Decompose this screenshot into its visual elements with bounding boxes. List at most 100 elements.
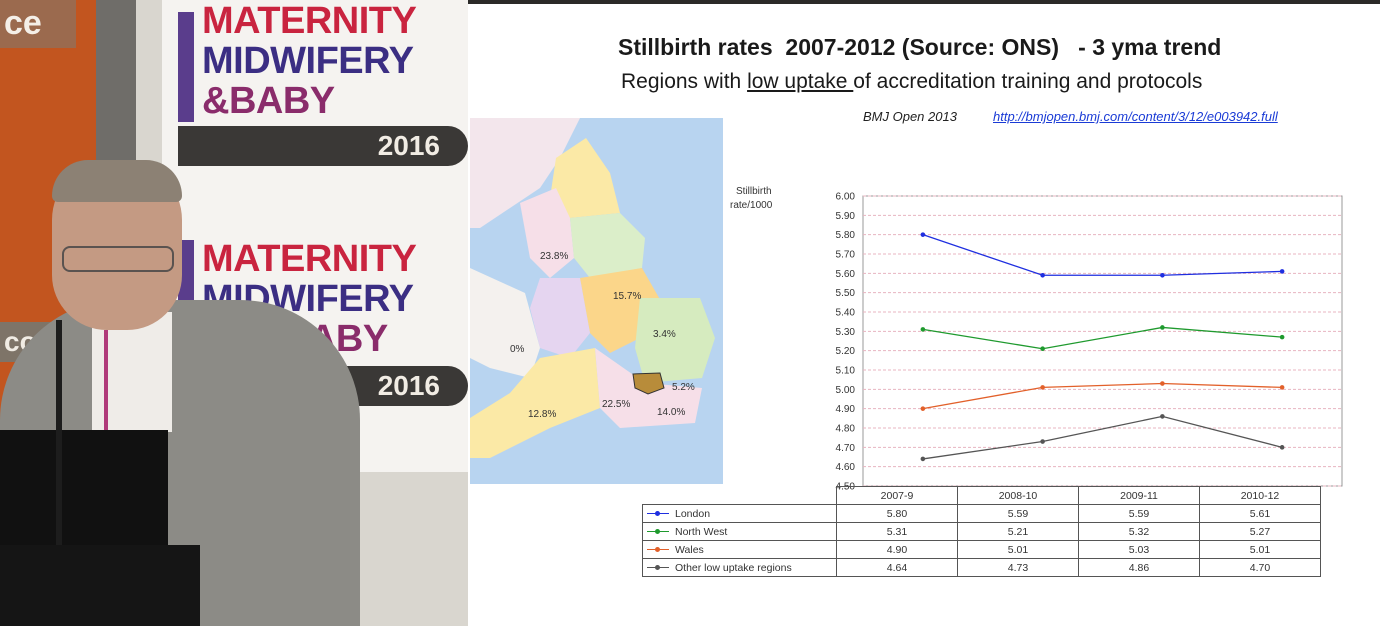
- banner-year: 2016: [178, 126, 468, 166]
- chart-data-table: 2007-9 2008-10 2009-11 2010-12 London 5.80 5.5…: [642, 486, 1321, 577]
- microphone-stand: [56, 320, 62, 620]
- banner-stripe: [178, 12, 194, 122]
- table-row: Wales 4.90 5.01 5.03 5.01: [642, 540, 1321, 559]
- map-label: 14.0%: [657, 407, 686, 418]
- legend-label: North West: [675, 525, 728, 538]
- x-tick-label: 2007-9: [836, 486, 958, 505]
- data-point: [920, 456, 926, 462]
- legend-label: Other low uptake regions: [675, 561, 792, 574]
- data-point: [1040, 439, 1045, 444]
- table-row: London 5.80 5.59 5.59 5.61: [642, 504, 1321, 523]
- y-tick-label: 4.70: [836, 443, 856, 454]
- y-tick-label: 5.40: [836, 308, 856, 319]
- citation-link[interactable]: http://bmjopen.bmj.com/content/3/12/e003…: [993, 109, 1278, 124]
- legend-label: London: [675, 507, 711, 520]
- subtitle-underlined: low uptake: [747, 70, 854, 93]
- map-region-south-west: [470, 348, 600, 458]
- table-row: North West 5.31 5.21 5.32 5.27: [642, 522, 1321, 541]
- map-region-east: [635, 298, 715, 383]
- data-label: 4.86: [1078, 558, 1200, 577]
- map-label: 0%: [510, 344, 525, 355]
- map-label: 22.5%: [602, 399, 631, 410]
- map-label: 3.4%: [653, 329, 676, 340]
- y-tick-label: 5.00: [836, 385, 856, 396]
- lectern: [0, 545, 200, 626]
- y-tick-label: 5.20: [836, 346, 856, 357]
- data-label: 5.32: [1078, 522, 1200, 541]
- y-tick-label: 5.70: [836, 250, 856, 261]
- legend-entry: Wales: [642, 540, 837, 559]
- data-point: [1279, 334, 1285, 340]
- y-tick-label: 4.90: [836, 404, 856, 415]
- data-point: [1279, 269, 1285, 274]
- x-tick-label: 2009-11: [1078, 486, 1200, 505]
- map-sea: [470, 458, 490, 484]
- backdrop-text-top: ce: [0, 0, 76, 48]
- event-banner-top: MATERNITY MIDWIFERY &BABY 2016: [162, 0, 468, 240]
- subtitle-post: of accreditation training and protocols: [853, 70, 1203, 93]
- map-region-scotland: [470, 118, 580, 228]
- legend-marker: [647, 509, 669, 519]
- legend-marker: [647, 563, 669, 573]
- subtitle-pre: Regions with: [621, 70, 748, 93]
- data-point: [1279, 445, 1285, 450]
- map-label: 5.2%: [672, 382, 695, 393]
- data-label: 5.01: [1199, 540, 1321, 559]
- map-label: 15.7%: [613, 291, 642, 302]
- data-label: 4.70: [1199, 558, 1321, 577]
- data-point: [920, 327, 926, 332]
- data-point: [1040, 346, 1045, 352]
- banner-line-baby: &BABY: [202, 80, 335, 122]
- presenter-glasses: [62, 246, 174, 272]
- data-label: 5.59: [1078, 504, 1200, 523]
- data-label: 4.90: [836, 540, 958, 559]
- map-region-wales: [470, 268, 540, 378]
- presenter-hair: [52, 160, 182, 202]
- map-region-north-west: [520, 188, 574, 278]
- legend-marker: [647, 527, 669, 537]
- series-line: [922, 382, 1283, 410]
- data-label: 4.73: [957, 558, 1079, 577]
- table-row: Other low uptake regions 4.64 4.73 4.86 4.70: [642, 558, 1321, 577]
- y-tick-label: 6.00: [836, 192, 856, 203]
- map-region-west-midlands: [530, 278, 590, 358]
- data-point: [920, 232, 926, 237]
- legend-marker: [647, 545, 669, 555]
- data-point: [1160, 414, 1165, 419]
- table-header-row: 2007-9 2008-10 2009-11 2010-12: [643, 486, 1321, 505]
- slide-title: Stillbirth rates 2007-2012 (Source: ONS)…: [618, 34, 1222, 60]
- data-label: 5.27: [1199, 522, 1321, 541]
- data-label: 5.31: [836, 522, 958, 541]
- legend-entry: London: [642, 504, 837, 523]
- y-tick-label: 5.50: [836, 288, 856, 299]
- series-line: [922, 415, 1283, 460]
- banner-line-maternity: MATERNITY: [202, 0, 417, 42]
- data-label: 5.03: [1078, 540, 1200, 559]
- data-label: 5.59: [957, 504, 1079, 523]
- video-stage: ce co MATERNITY MIDWIFERY &BABY 2016 MAT…: [0, 0, 468, 626]
- banner-line-maternity: MATERNITY: [202, 238, 417, 280]
- y-tick-label: 4.60: [836, 462, 856, 473]
- banner-line-midwifery: MIDWIFERY: [202, 40, 414, 82]
- series-line: [922, 234, 1283, 276]
- presentation-slide: Stillbirth rates 2007-2012 (Source: ONS)…: [468, 4, 1380, 626]
- legend-label: Wales: [675, 543, 704, 556]
- data-point: [920, 406, 926, 411]
- y-tick-label: 5.90: [836, 211, 856, 222]
- map-region-london: [632, 372, 665, 395]
- legend-entry: Other low uptake regions: [642, 558, 837, 577]
- series-line: [922, 326, 1283, 350]
- chart-ylabel-line2: rate/1000: [730, 200, 773, 211]
- map-region-yorkshire: [570, 213, 645, 278]
- data-label: 5.01: [957, 540, 1079, 559]
- table-corner: [643, 487, 837, 505]
- map-region-north-east: [550, 138, 620, 218]
- data-point: [1040, 385, 1045, 390]
- data-point: [1160, 381, 1165, 386]
- data-label: 5.80: [836, 504, 958, 523]
- legend-entry: North West: [642, 522, 837, 541]
- x-tick-label: 2008-10: [957, 486, 1079, 505]
- region-map: 23.8% 15.7% 3.4% 0% 5.2% 12.8% 22.5% 14.…: [470, 118, 723, 484]
- map-label: 12.8%: [528, 409, 557, 420]
- x-tick-label: 2010-12: [1199, 486, 1321, 505]
